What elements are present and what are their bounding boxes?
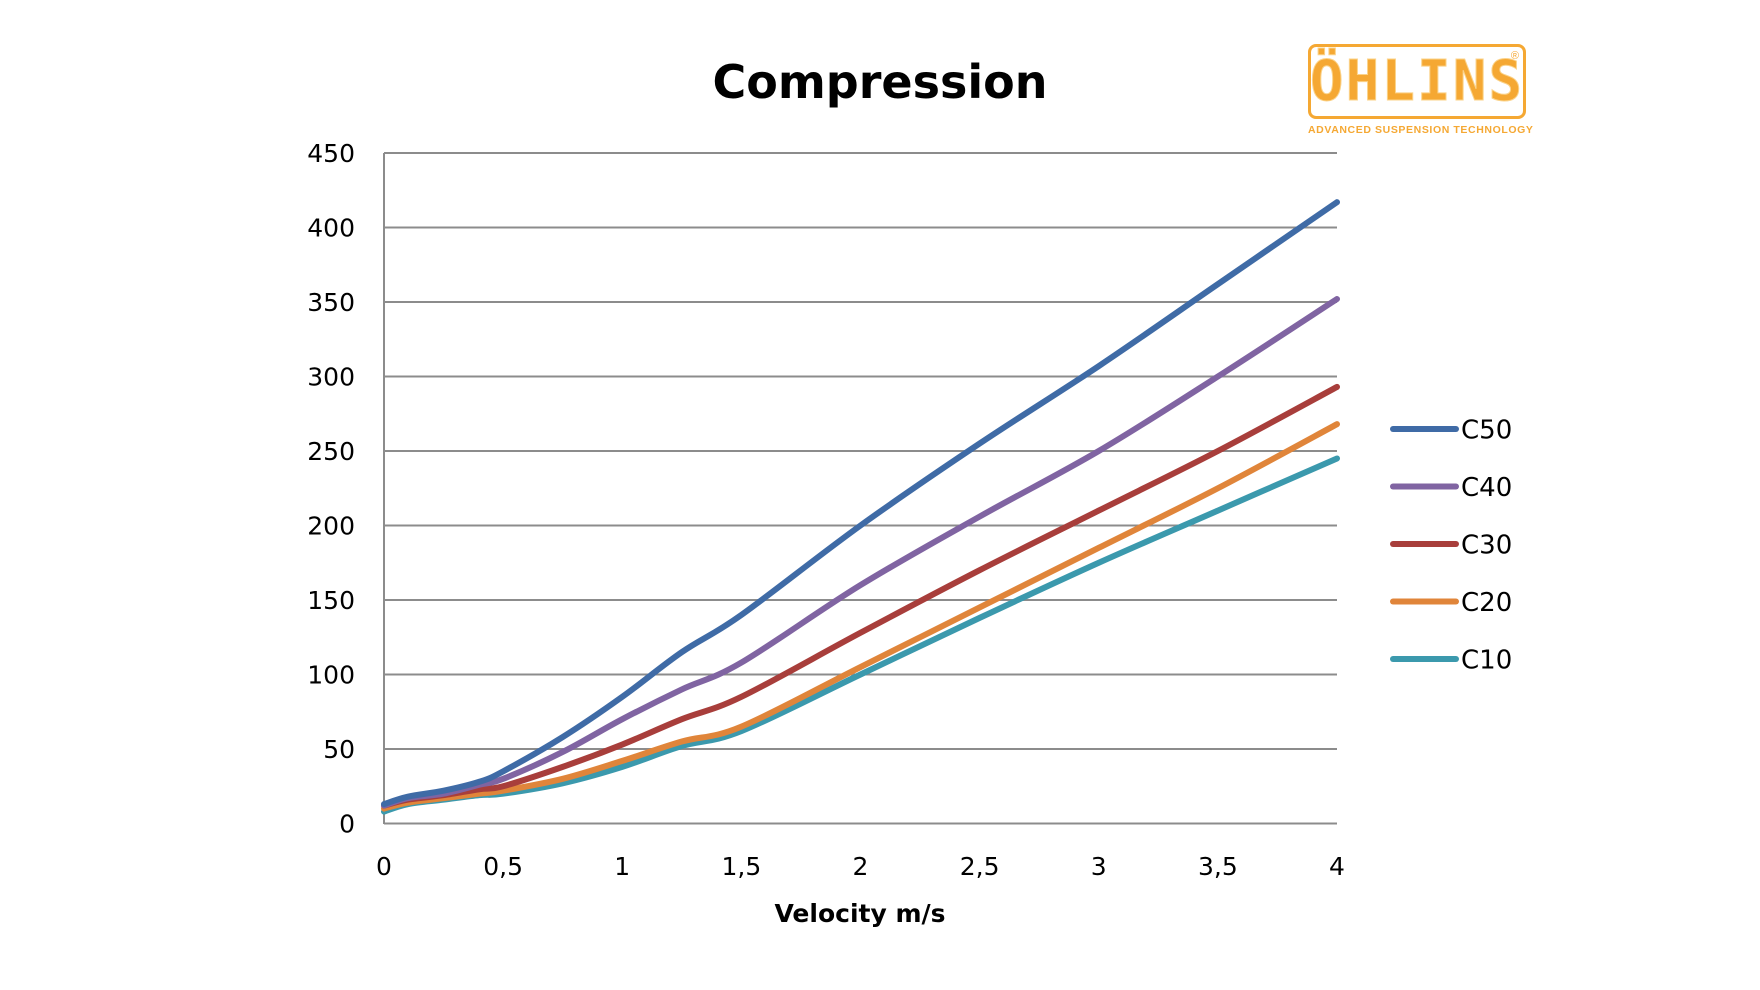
legend-label: C10 <box>1461 646 1512 676</box>
series-line-c40 <box>381 296 1340 809</box>
y-tick-label: 50 <box>323 735 355 764</box>
y-tick-label: 300 <box>307 363 355 392</box>
legend-item-c40: C40 <box>1390 473 1512 503</box>
x-tick-label: 2 <box>853 852 869 881</box>
x-tick-label: 1 <box>614 852 630 881</box>
x-tick-label: 3 <box>1091 852 1107 881</box>
ohlins-logo: ÖHLINS ® <box>1308 44 1526 119</box>
logo-wordmark: ÖHLINS <box>1309 48 1525 114</box>
y-tick-label: 250 <box>307 437 355 466</box>
y-tick-label: 350 <box>307 288 355 317</box>
x-axis-ticks: 0 0,5 1 1,5 2 2,5 3 3,5 4 <box>376 852 1345 881</box>
gridlines <box>384 152 1337 825</box>
series-line-c30 <box>381 383 1340 809</box>
x-axis-label: Velocity m/s <box>774 899 945 928</box>
y-tick-label: 100 <box>307 661 355 690</box>
legend-item-c20: C20 <box>1390 588 1512 618</box>
y-tick-label: 150 <box>307 586 355 615</box>
legend-label: C40 <box>1461 473 1512 503</box>
y-axis-ticks: 0 50 100 150 200 250 300 350 400 450 <box>307 139 355 839</box>
legend: C50 C40 C30 C20 C10 <box>1390 416 1512 676</box>
legend-label: C50 <box>1461 416 1512 446</box>
legend-label: C30 <box>1461 531 1512 561</box>
y-tick-label: 0 <box>339 810 355 839</box>
registered-mark-icon: ® <box>1510 50 1519 62</box>
legend-item-c50: C50 <box>1390 416 1512 446</box>
chart-title: Compression <box>713 55 1048 109</box>
legend-label: C20 <box>1461 588 1512 618</box>
x-tick-label: 0 <box>376 852 392 881</box>
series-line-c20 <box>381 421 1340 812</box>
series-lines <box>381 199 1340 815</box>
legend-item-c30: C30 <box>1390 531 1512 561</box>
y-tick-label: 450 <box>307 139 355 168</box>
x-tick-label: 2,5 <box>960 852 1000 881</box>
y-tick-label: 400 <box>307 214 355 243</box>
x-tick-label: 3,5 <box>1198 852 1238 881</box>
y-tick-label: 200 <box>307 512 355 541</box>
x-tick-label: 0,5 <box>483 852 523 881</box>
logo-tagline: ADVANCED SUSPENSION TECHNOLOGY <box>1308 124 1534 136</box>
legend-item-c10: C10 <box>1390 646 1512 676</box>
series-line-c50 <box>381 199 1340 808</box>
x-tick-label: 4 <box>1329 852 1345 881</box>
x-tick-label: 1,5 <box>721 852 761 881</box>
